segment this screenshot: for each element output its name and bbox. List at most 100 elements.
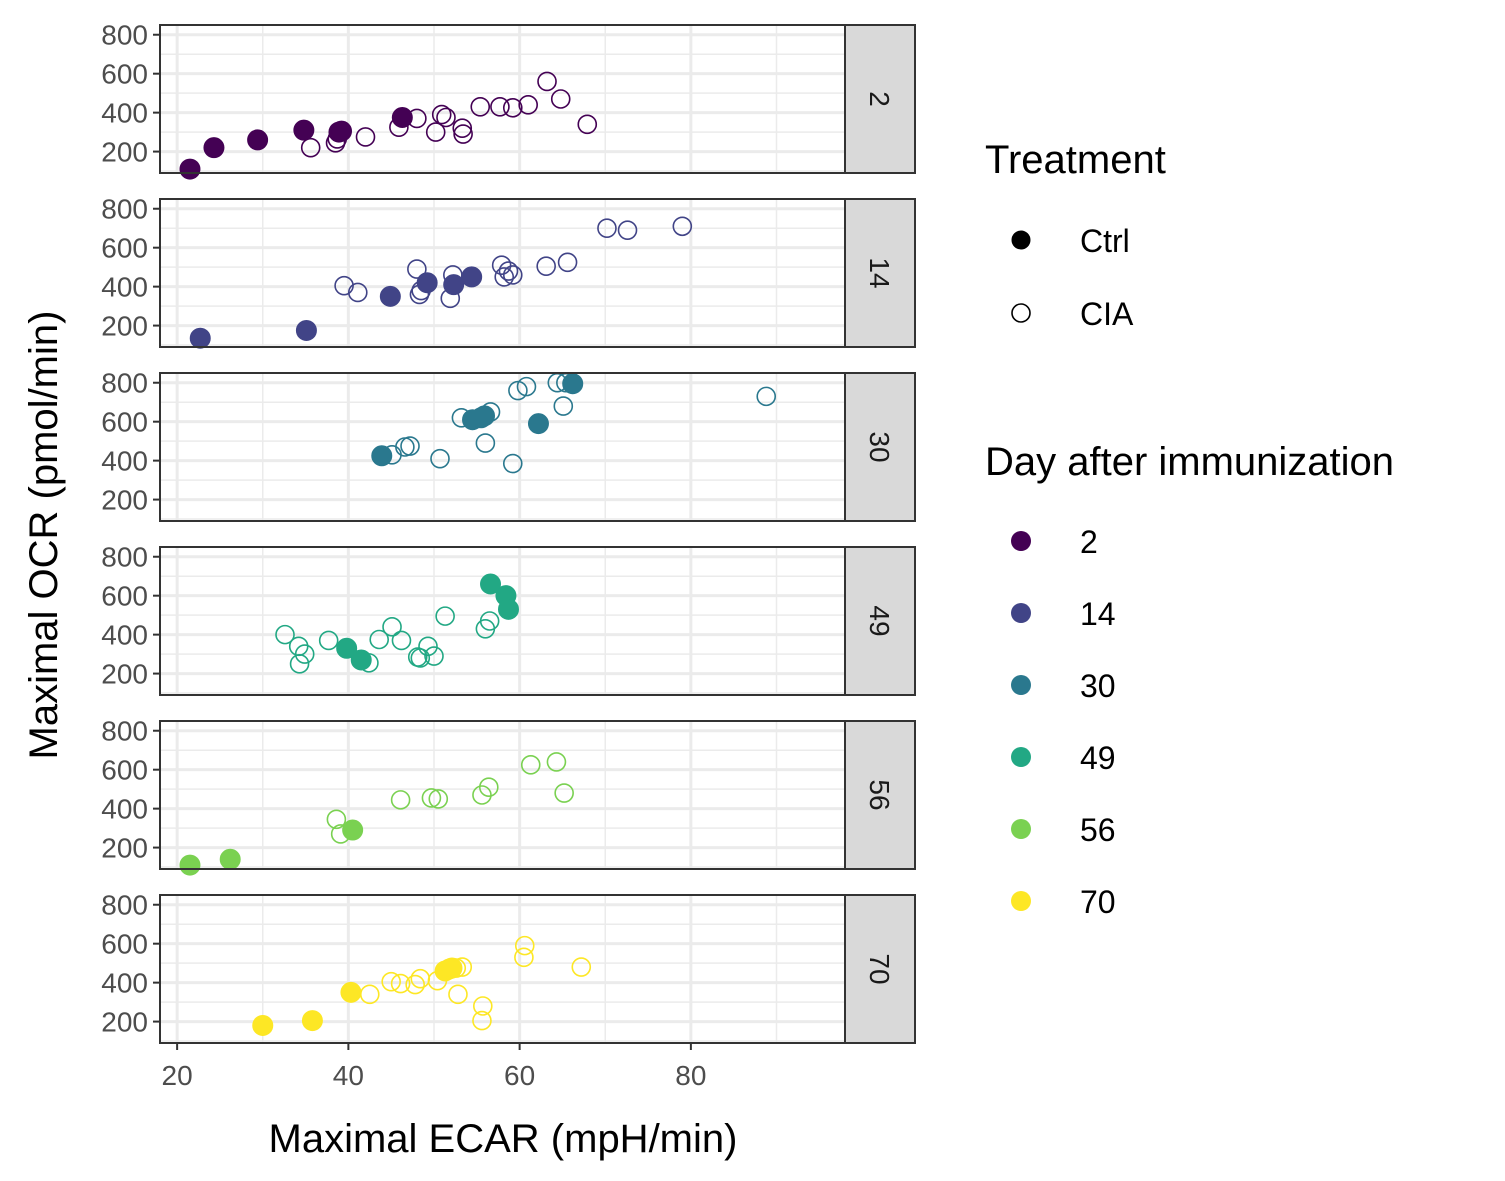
legend-label-day-2: 2 [1080,524,1098,560]
point-cia-day-14 [491,255,512,276]
facet-panel-70: 200 400 600 800 70 [101,890,916,1044]
point-ctrl-day-70 [301,1010,323,1032]
point-cia-day-49 [318,630,339,651]
point-cia-day-70 [381,971,401,992]
point-cia-day-2 [300,137,321,158]
point-cia-day-70 [405,974,425,995]
point-cia-day-14 [502,265,523,285]
y-tick-label: 800 [101,368,148,399]
y-tick-label: 400 [101,272,148,303]
point-cia-day-2 [518,95,538,115]
facet-strip-label: 2 [864,91,895,107]
point-cia-day-14 [498,261,519,281]
point-cia-day-2 [537,71,557,92]
y-tick-label: 600 [101,755,148,786]
point-ctrl-day-70 [340,981,362,1003]
point-ctrl-day-14 [443,274,465,296]
y-tick-label: 600 [101,233,148,264]
y-tick-label: 200 [101,311,148,342]
facet-panel-49: 200 400 600 800 49 [101,542,916,696]
point-ctrl-day-2 [179,158,201,180]
legend-key-ctrl [1011,230,1031,250]
point-cia-day-56 [326,809,347,830]
y-tick-label: 200 [101,1007,148,1038]
point-cia-day-2 [436,107,456,128]
y-tick-label: 600 [101,59,148,90]
treatment-legend-title: Treatment [985,138,1166,182]
point-cia-day-2 [470,96,491,117]
legend-label-day-56: 56 [1080,812,1116,848]
y-tick-label: 800 [101,890,148,921]
point-cia-day-49 [418,636,438,657]
point-cia-day-70 [472,1010,492,1031]
point-ctrl-day-70 [441,957,463,979]
facet-panels: 200 400 600 800 2 200 400 600 800 14 200 400 600 800 3… [101,20,916,1044]
facet-panel-2: 200 400 600 800 2 [101,20,916,180]
y-tick-label: 400 [101,446,148,477]
point-cia-day-14 [407,259,427,279]
point-cia-day-14 [557,252,578,273]
point-cia-day-14 [597,218,617,239]
point-cia-day-56 [478,777,499,798]
legend-key-day-56 [1011,819,1031,839]
legend-label-day-70: 70 [1080,884,1116,920]
point-cia-day-2 [425,122,446,142]
point-cia-day-2 [453,124,473,144]
point-cia-day-49 [382,617,402,637]
y-tick-label: 200 [101,485,148,516]
point-ctrl-day-49 [336,637,358,659]
point-ctrl-day-49 [350,649,372,671]
facet-panel-56: 200 400 600 800 56 [101,716,916,876]
point-cia-day-56 [428,789,449,809]
point-cia-day-49 [435,606,455,626]
y-tick-label: 200 [101,137,148,168]
facet-panel-30: 200 400 600 800 30 [101,368,916,522]
y-tick-label: 400 [101,968,148,999]
facet-strip [844,198,916,348]
point-cia-day-49 [288,636,309,657]
point-cia-day-70 [473,996,493,1016]
y-tick-label: 800 [101,194,148,225]
facet-strip [844,372,916,522]
x-tick-label: 20 [162,1060,193,1091]
point-ctrl-day-70 [252,1014,274,1036]
point-cia-day-56 [554,783,574,803]
point-cia-day-49 [424,646,444,666]
x-tick-label: 80 [675,1060,706,1091]
point-ctrl-day-2 [391,107,413,128]
point-cia-day-30 [516,376,537,397]
y-axis-title: Maximal OCR (pmol/min) [22,311,66,760]
point-cia-day-70 [448,984,468,1005]
y-tick-label: 400 [101,620,148,651]
facet-strip [844,546,916,696]
point-cia-day-56 [472,785,492,805]
facet-strip-label: 56 [864,779,895,810]
x-axis: 20 40 60 80 [162,1043,706,1091]
facet-strip [844,24,916,174]
y-tick-label: 200 [101,833,148,864]
point-cia-day-2 [452,118,473,139]
point-cia-day-70 [410,968,431,989]
point-cia-day-49 [294,644,315,664]
point-ctrl-day-2 [203,137,225,159]
point-cia-day-30 [475,433,496,453]
point-ctrl-day-56 [219,848,241,870]
point-cia-day-70 [390,973,411,994]
point-cia-day-56 [520,755,541,775]
x-axis-title: Maximal ECAR (mpH/min) [269,1117,738,1161]
legend-key-day-49 [1011,747,1031,767]
point-cia-day-49 [289,654,310,674]
point-ctrl-day-14 [461,266,483,288]
point-cia-day-49 [369,629,390,650]
point-cia-day-30 [756,386,777,407]
legend-key-day-30 [1011,675,1031,695]
point-ctrl-day-56 [179,854,201,876]
x-tick-label: 40 [333,1060,364,1091]
point-cia-day-70 [514,947,534,968]
point-ctrl-day-2 [331,120,353,142]
legend-key-cia [1011,303,1031,323]
legend-label-day-30: 30 [1080,668,1116,704]
legend-key-day-70 [1011,891,1031,911]
point-ctrl-day-30 [474,405,496,427]
